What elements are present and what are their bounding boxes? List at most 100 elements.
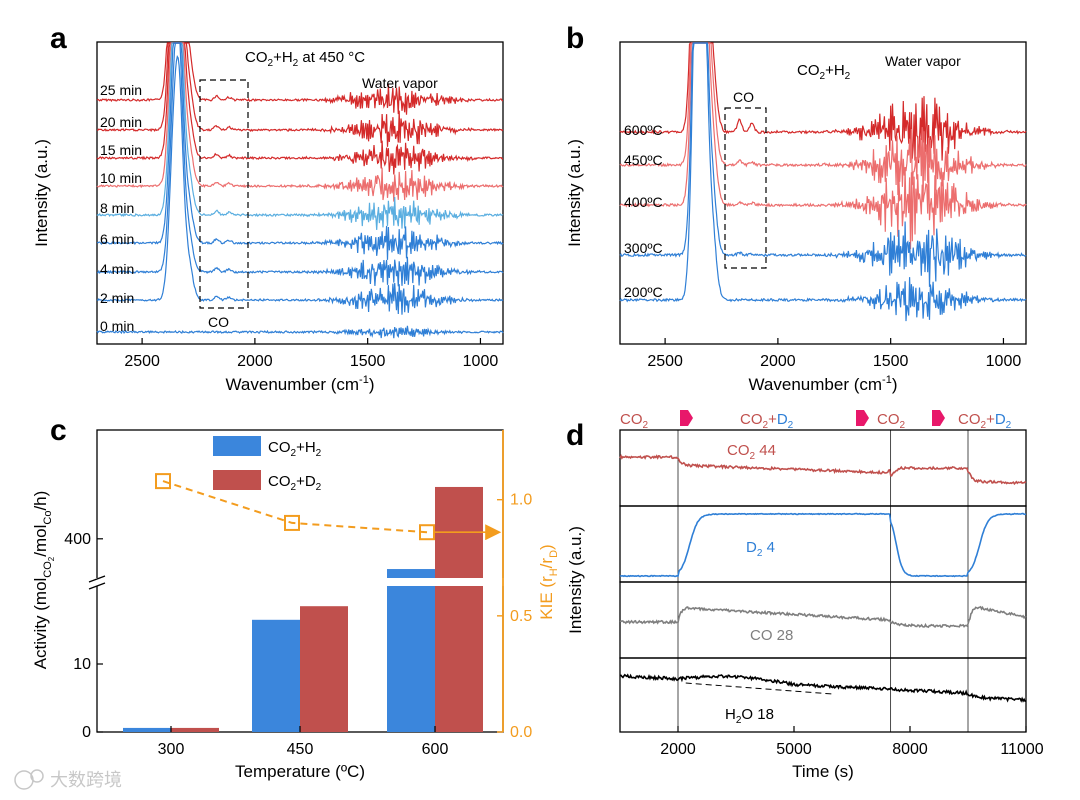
spectrum-300-c — [619, 42, 1027, 287]
x-tick-label: 2500 — [124, 353, 160, 370]
bar-co2-h2-600 — [387, 569, 435, 732]
series-label-co-28: CO 28 — [750, 627, 793, 644]
spectrum-450-c — [619, 42, 1027, 201]
subplot-frame-3 — [619, 581, 1027, 659]
series-label-2-min: 2 min — [100, 290, 134, 306]
panel-c-axis-break — [90, 578, 510, 586]
x-tick-label: 8000 — [892, 741, 928, 758]
panel-c-xlabel: Temperature (ºC) — [235, 762, 365, 781]
legend-swatch-h2 — [213, 436, 261, 456]
x-tick-label: 600 — [422, 741, 449, 758]
x-tick-label: 1500 — [350, 353, 386, 370]
y2-tick-label: 1.0 — [510, 492, 532, 509]
bar-co2-d2-300 — [171, 727, 219, 732]
gas-label-4: CO2+D2 — [958, 411, 1012, 431]
panel-a-annotation: CO2+H2 at 450 °C — [245, 49, 365, 69]
panel-a-ylabel: Intensity (a.u.) — [32, 139, 51, 247]
spectrum-8-min — [96, 42, 504, 230]
panel-d-gas-sequence: CO2 CO2+D2 CO2 CO2+D2 — [620, 410, 1012, 431]
panel-b-frame — [619, 41, 1027, 345]
panel-a-x-ticks: 2500 2000 1500 1000 — [124, 338, 498, 370]
x-tick-label: 1000 — [463, 353, 499, 370]
panel-b-traces — [619, 42, 1027, 322]
trace-d2-4 — [619, 512, 1027, 578]
spectrum-6-min — [96, 42, 504, 260]
series-label-300-c: 300ºC — [624, 240, 663, 256]
subplot-frame-2 — [619, 505, 1027, 583]
bar-co2-d2-450 — [300, 606, 348, 732]
switch-arrow-icon — [680, 410, 693, 426]
spectrum-4-min — [96, 42, 504, 287]
kie-point-450 — [284, 514, 300, 531]
x-tick-label: 2000 — [660, 741, 696, 758]
spectrum-600-c — [619, 42, 1027, 164]
y-tick-label: 10 — [73, 656, 91, 673]
panel-b-x-ticks: 2500 2000 1500 1000 — [647, 338, 1021, 370]
y2-tick-label: 0.0 — [510, 724, 532, 741]
panel-c-kie-series — [155, 473, 502, 541]
panel-b-annotation: CO2+H2 — [797, 62, 851, 82]
legend-label-h2: CO2+H2 — [268, 439, 322, 459]
subplot-frame-4 — [619, 657, 1027, 733]
x-tick-label: 2000 — [760, 353, 796, 370]
panel-c: c 300 450 600 0 10 400 0.0 0.5 1.0 CO2+H2 CO2+D2… — [31, 414, 560, 781]
gas-label-1: CO2 — [620, 411, 649, 431]
panel-c-break-mark-bottom — [88, 582, 106, 590]
panel-d-ylabel: Intensity (a.u.) — [566, 526, 585, 634]
h2o-trend-line — [685, 682, 833, 695]
gas-label-3: CO2 — [877, 411, 906, 431]
panel-c-bars — [123, 486, 483, 732]
y-tick-label: 400 — [64, 531, 91, 548]
kie-line — [162, 480, 428, 534]
series-label-0-min: 0 min — [100, 318, 134, 334]
panel-b-ylabel: Intensity (a.u.) — [565, 139, 584, 247]
watermark-logo-icon-2 — [30, 769, 44, 783]
spectrum-2-min — [96, 55, 504, 315]
x-tick-label: 2000 — [237, 353, 273, 370]
watermark: 大数跨境 — [14, 769, 122, 790]
panel-d-xlabel: Time (s) — [792, 762, 854, 781]
x-tick-label: 11000 — [1000, 741, 1043, 758]
x-tick-label: 1500 — [873, 353, 909, 370]
series-label-600-c: 600ºC — [624, 122, 663, 138]
panel-a-xlabel: Wavenumber (cm-1) — [226, 374, 375, 394]
panel-b-co-label: CO — [733, 89, 754, 105]
panel-b-xlabel: Wavenumber (cm-1) — [749, 374, 898, 394]
gas-label-2: CO2+D2 — [740, 411, 794, 431]
series-label-d2-4: D2 4 — [746, 539, 775, 559]
kie-point-300 — [155, 473, 171, 490]
panel-c-break-mark-top — [88, 575, 106, 583]
spectrum-0-min — [96, 325, 504, 339]
bar-co2-d2-600 — [435, 486, 483, 732]
panel-c-y2label: KIE (rH/rD) — [537, 544, 560, 619]
spectrum-200-c — [619, 42, 1027, 322]
spectrum-20-min — [96, 42, 504, 147]
series-label-co2-44: CO2 44 — [727, 442, 776, 462]
series-label-25-min: 25 min — [100, 82, 142, 98]
panel-a-label: a — [50, 22, 67, 55]
x-tick-label: 300 — [158, 741, 185, 758]
x-tick-label: 1000 — [986, 353, 1022, 370]
watermark-logo-icon — [14, 770, 34, 790]
panel-d-subplots: CO2 44 D2 4 CO 28 H2O 18 — [619, 429, 1027, 733]
switch-arrow-icon — [932, 410, 945, 426]
x-tick-label: 2500 — [647, 353, 683, 370]
panel-c-ylabel: Activity (molCO2/molCo/h) — [31, 491, 56, 670]
y2-tick-label: 0.5 — [510, 608, 532, 625]
bar-co2-h2-300 — [123, 727, 171, 732]
panel-c-ticks: 300 450 600 0 10 400 0.0 0.5 1.0 — [64, 492, 532, 758]
panel-a-series-labels: 25 min 20 min 15 min 10 min 8 min 6 min 4 min 2… — [100, 82, 142, 334]
panel-b-series-labels: 600ºC 450ºC 400ºC 300ºC 200ºC — [624, 122, 663, 300]
panel-a-frame — [96, 41, 504, 345]
trace-co-28 — [619, 605, 1027, 629]
panel-b-water-label: Water vapor — [885, 53, 961, 69]
series-label-20-min: 20 min — [100, 114, 142, 130]
panel-c-label: c — [50, 414, 67, 447]
panel-b: b CO CO2+H2 Water vapor 600ºC 450ºC 400ºC 3… — [565, 22, 1027, 394]
kie-point-600 — [419, 524, 435, 541]
series-label-h2o-18: H2O 18 — [725, 706, 774, 726]
legend-swatch-d2 — [213, 470, 261, 490]
series-label-4-min: 4 min — [100, 261, 134, 277]
series-label-15-min: 15 min — [100, 142, 142, 158]
series-label-10-min: 10 min — [100, 170, 142, 186]
